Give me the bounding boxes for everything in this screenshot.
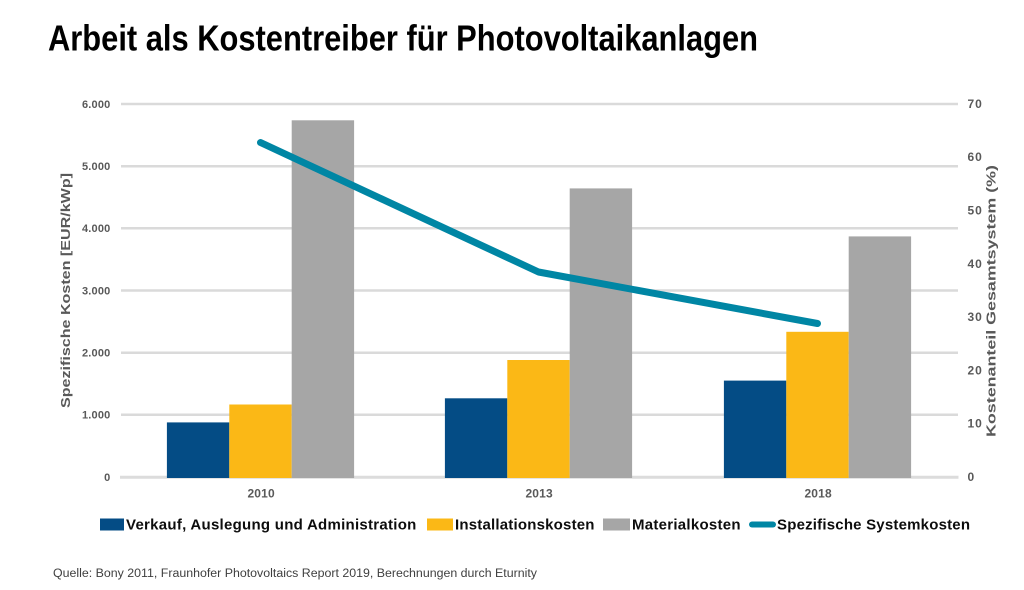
svg-text:Materialkosten: Materialkosten [632,517,741,534]
svg-text:Kostenanteil Gesamtsystem (%): Kostenanteil Gesamtsystem (%) [984,165,999,437]
svg-text:5.000: 5.000 [82,161,111,173]
svg-text:2013: 2013 [525,487,553,501]
svg-text:30: 30 [968,310,983,324]
svg-text:4.000: 4.000 [82,223,111,235]
svg-text:1.000: 1.000 [82,410,111,422]
svg-text:3.000: 3.000 [82,285,111,297]
svg-text:0: 0 [968,470,976,484]
svg-text:2.000: 2.000 [82,348,111,360]
svg-text:Quelle: Bony 2011, Fraunhofer: Quelle: Bony 2011, Fraunhofer Photovolta… [53,568,537,580]
svg-text:60: 60 [968,150,983,164]
svg-text:Verkauf, Auslegung und Adminis: Verkauf, Auslegung und Administration [126,517,417,534]
svg-text:6.000: 6.000 [82,99,111,111]
svg-text:20: 20 [968,363,983,377]
svg-text:40: 40 [968,257,983,271]
svg-text:2018: 2018 [804,487,832,501]
svg-text:Arbeit als Kostentreiber für P: Arbeit als Kostentreiber für Photovoltai… [48,18,758,59]
svg-text:2010: 2010 [247,487,275,501]
svg-text:50: 50 [968,204,983,218]
svg-text:0: 0 [104,472,110,484]
svg-text:10: 10 [968,417,983,431]
svg-text:Installationskosten: Installationskosten [455,517,595,534]
svg-text:Spezifische Kosten [EUR/kWp]: Spezifische Kosten [EUR/kWp] [58,173,73,408]
svg-text:Spezifische Systemkosten: Spezifische Systemkosten [777,517,970,534]
svg-text:70: 70 [968,97,983,111]
